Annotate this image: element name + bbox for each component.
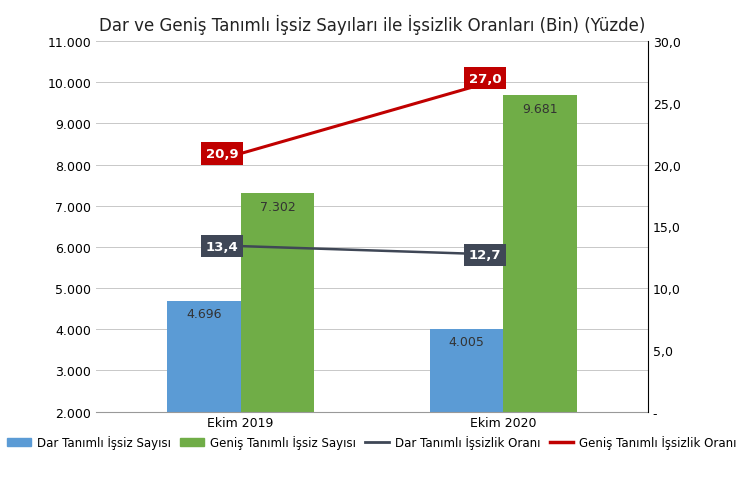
Bar: [240, 194, 314, 412]
Text: 13,4: 13,4: [206, 240, 239, 253]
Text: 4.005: 4.005: [449, 336, 484, 349]
Text: 9.681: 9.681: [522, 102, 558, 115]
Text: 4.696: 4.696: [186, 307, 222, 320]
Text: 20,9: 20,9: [206, 148, 239, 161]
Title: Dar ve Geniş Tanımlı İşsiz Sayıları ile İşsizlik Oranları (Bin) (Yüzde): Dar ve Geniş Tanımlı İşsiz Sayıları ile …: [99, 15, 645, 35]
Text: 27,0: 27,0: [469, 73, 501, 86]
Text: 7.302: 7.302: [260, 200, 295, 213]
Bar: [430, 329, 504, 412]
Bar: [167, 301, 240, 412]
Bar: [504, 96, 577, 412]
Text: 12,7: 12,7: [469, 249, 501, 262]
Legend: Dar Tanımlı İşsiz Sayısı, Geniş Tanımlı İşsiz Sayısı, Dar Tanımlı İşsizlik Oranı: Dar Tanımlı İşsiz Sayısı, Geniş Tanımlı …: [2, 430, 742, 454]
